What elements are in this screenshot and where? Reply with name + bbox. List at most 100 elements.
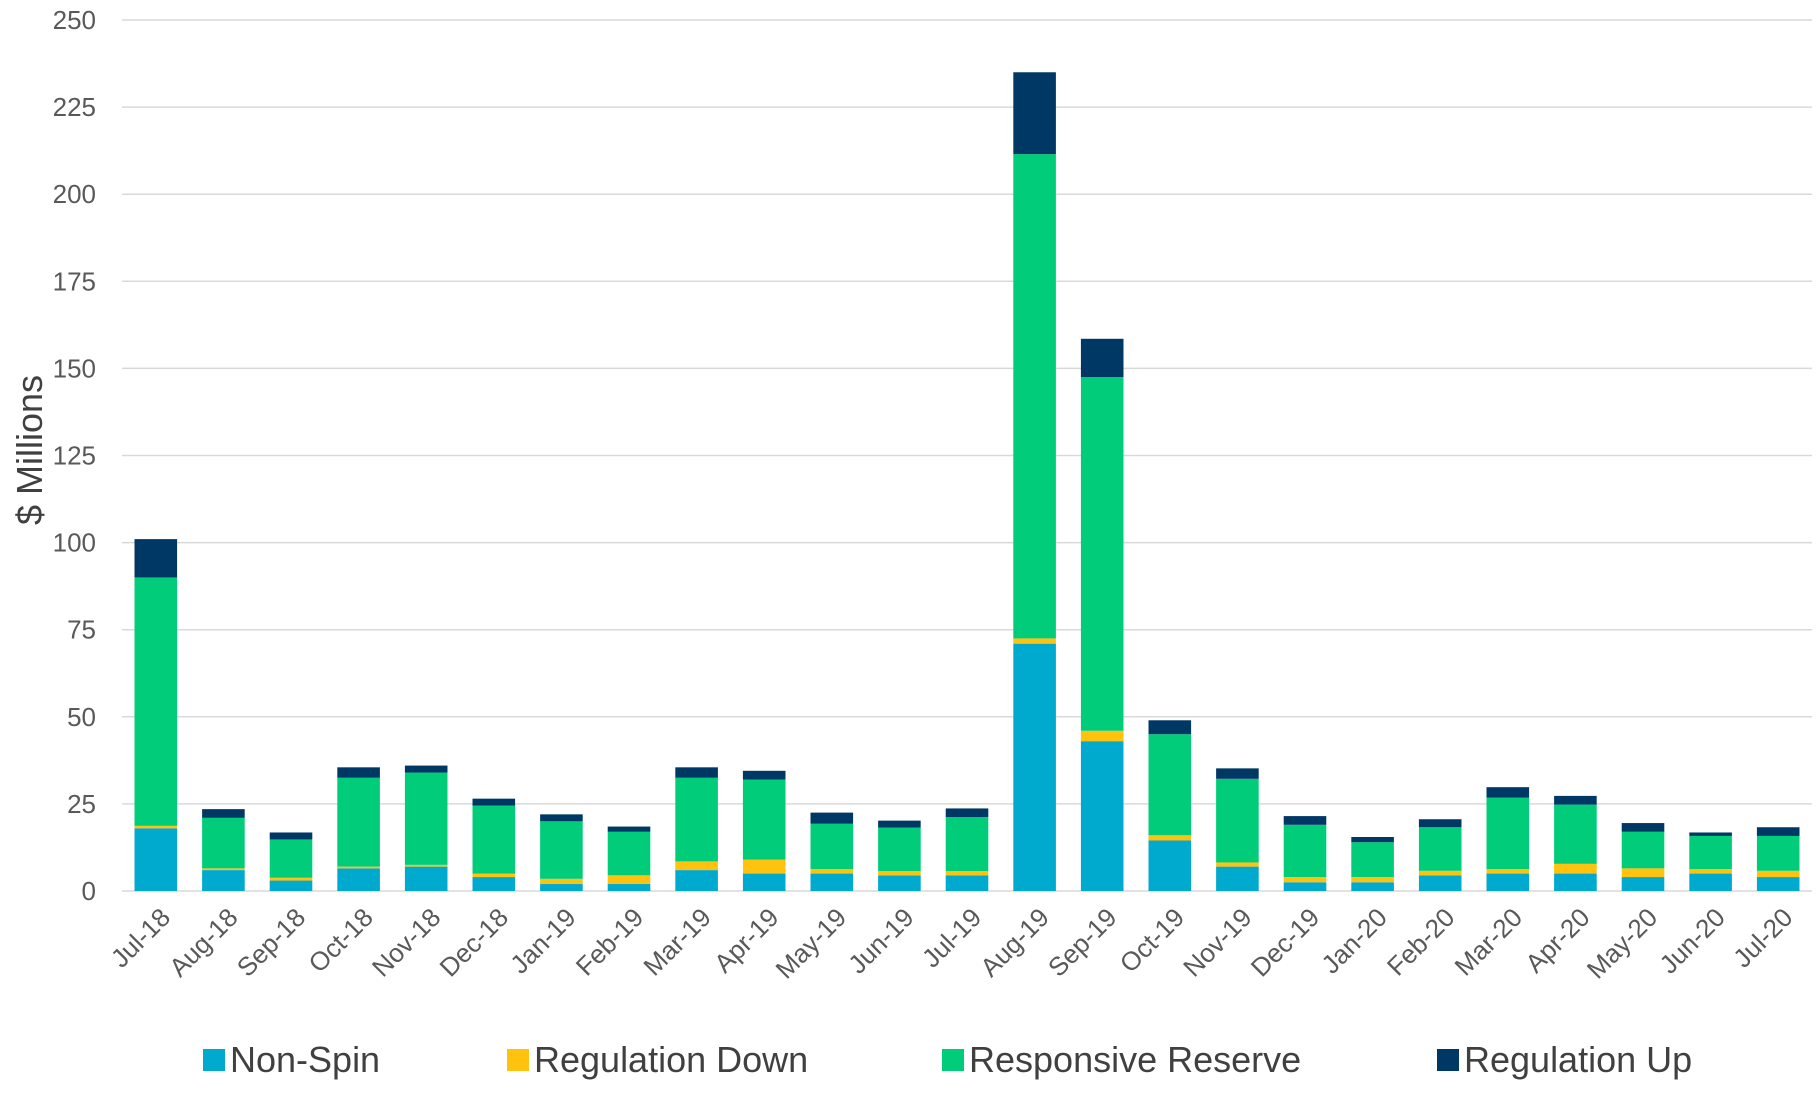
x-tick-label: May-20 [1581, 902, 1664, 985]
bar-segment [675, 777, 718, 862]
bar-segment [1148, 835, 1192, 841]
bar-segment [1621, 868, 1665, 878]
bar-segment [1756, 870, 1800, 878]
y-tick-label: 100 [53, 528, 96, 558]
bar-stack [878, 820, 921, 891]
bar-segment [1216, 862, 1259, 867]
bar-segment [1283, 824, 1327, 878]
bar-segment [1418, 819, 1462, 828]
bar-segment [134, 577, 178, 826]
y-tick-label: 25 [67, 789, 96, 819]
bar-segment [134, 828, 178, 891]
x-tick-label: Jan-19 [504, 902, 581, 979]
bar-segment [1148, 720, 1192, 735]
bar-segment [1486, 873, 1530, 891]
bar-stack [1418, 819, 1462, 891]
x-tick-label: Jun-20 [1653, 902, 1730, 979]
bar-segment [134, 825, 178, 829]
bar-stack [675, 767, 718, 891]
bar-segment [1689, 869, 1732, 874]
x-tick-label: Aug-18 [163, 902, 243, 982]
bar-segment [337, 868, 380, 891]
bar-segment [1486, 797, 1530, 870]
bar-stack [810, 812, 854, 891]
x-tick-label: Sep-18 [231, 902, 311, 982]
bar-segment [1351, 842, 1394, 878]
bar-segment [878, 827, 921, 872]
bar-segment [1216, 778, 1259, 863]
bar-segment [404, 772, 448, 865]
x-tick-label: Nov-19 [1177, 902, 1257, 982]
bar-segment [1621, 831, 1665, 869]
x-tick-label: Oct-18 [302, 902, 378, 978]
x-axis-ticks: Jul-18Aug-18Sep-18Oct-18Nov-18Dec-18Jan-… [105, 902, 1799, 985]
legend: Non-Spin Regulation Down Responsive Reserv… [203, 1039, 1692, 1080]
bar-segment [1689, 873, 1732, 891]
legend-label: Regulation Up [1464, 1039, 1692, 1080]
bar-stack [1486, 787, 1530, 891]
bar-segment [607, 875, 651, 885]
x-tick-label: Nov-18 [366, 902, 446, 982]
bar-segment [1351, 837, 1394, 843]
bar-segment [742, 873, 786, 891]
x-tick-label: Jul-20 [1727, 902, 1798, 973]
bar-segment [878, 875, 921, 891]
bar-segment [1148, 840, 1192, 891]
y-tick-label: 125 [53, 441, 96, 471]
bar-stack [1080, 338, 1124, 891]
bar-segment [1621, 823, 1665, 832]
bar-segment [540, 821, 583, 879]
x-tick-label: Sep-19 [1042, 902, 1122, 982]
bar-stack [1621, 823, 1665, 891]
bar-segment [202, 809, 245, 818]
bar-stack [1013, 72, 1056, 891]
x-tick-label: Oct-19 [1114, 902, 1190, 978]
bar-segment [878, 820, 921, 828]
bar-segment [472, 877, 516, 891]
bar-segment [878, 871, 921, 876]
bar-segment [1216, 866, 1259, 891]
bar-stack [945, 808, 989, 891]
bar-segment [1418, 875, 1462, 891]
bar-segment [404, 864, 448, 867]
x-tick-label: Aug-19 [974, 902, 1054, 982]
bar-segment [1756, 827, 1800, 836]
bar-segment [202, 817, 245, 869]
bar-stack [1689, 832, 1732, 891]
bar-segment [1283, 816, 1327, 825]
bar-stack [472, 798, 516, 891]
bar-segment [1351, 882, 1394, 891]
bar-segment [1689, 832, 1732, 836]
bar-segment [1554, 873, 1597, 891]
bar-segment [1418, 870, 1462, 876]
bar-segment [607, 826, 651, 832]
legend-item: Non-Spin [203, 1039, 380, 1080]
bar-segment [472, 873, 516, 878]
bar-segment [810, 812, 854, 824]
bar-stack [742, 770, 786, 891]
bar-segment [1013, 638, 1056, 644]
x-tick-label: Dec-19 [1245, 902, 1325, 982]
bar-segment [742, 859, 786, 874]
bar-stack [540, 814, 583, 891]
y-tick-label: 0 [82, 876, 96, 906]
bar-segment [810, 823, 854, 870]
y-tick-label: 250 [53, 5, 96, 35]
bar-segment [675, 861, 718, 871]
x-tick-label: Dec-18 [434, 902, 514, 982]
bar-stack [404, 765, 448, 891]
bar-segment [1418, 827, 1462, 871]
bar-segment [472, 805, 516, 874]
y-tick-label: 225 [53, 92, 96, 122]
bar-segment [1080, 741, 1124, 891]
x-tick-label: Mar-19 [637, 902, 716, 981]
bar-segment [607, 884, 651, 891]
x-tick-label: Feb-20 [1381, 902, 1460, 981]
x-tick-label: Jan-20 [1315, 902, 1392, 979]
bar-segment [337, 866, 380, 869]
bar-segment [337, 767, 380, 778]
bar-segment [1013, 72, 1056, 155]
legend-swatch [1437, 1049, 1459, 1071]
